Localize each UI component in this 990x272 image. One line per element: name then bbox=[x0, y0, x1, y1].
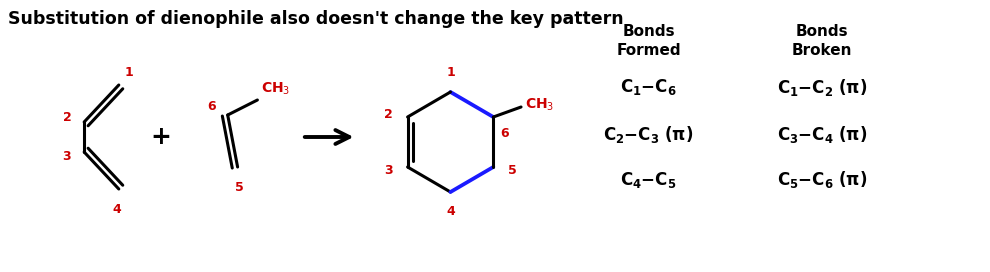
Text: 4: 4 bbox=[446, 205, 454, 218]
Text: 5: 5 bbox=[508, 163, 517, 177]
Text: 6: 6 bbox=[500, 127, 509, 140]
Text: $\mathbf{C_5}$$\mathbf{-}\mathbf{C_6}$$\mathbf{\ (\pi)}$: $\mathbf{C_5}$$\mathbf{-}\mathbf{C_6}$$\… bbox=[776, 169, 867, 190]
Text: Bonds
Formed: Bonds Formed bbox=[616, 24, 681, 58]
Text: $\mathbf{C_4}$$\mathbf{-}\mathbf{C_5}$: $\mathbf{C_4}$$\mathbf{-}\mathbf{C_5}$ bbox=[620, 170, 677, 190]
Text: 2: 2 bbox=[62, 110, 71, 123]
Text: $\mathbf{C_2}$$\mathbf{-}\mathbf{C_3}$$\mathbf{\ (\pi)}$: $\mathbf{C_2}$$\mathbf{-}\mathbf{C_3}$$\… bbox=[603, 123, 694, 144]
Text: 3: 3 bbox=[384, 163, 393, 177]
Text: 6: 6 bbox=[207, 100, 216, 113]
Text: +: + bbox=[149, 125, 171, 149]
Text: Bonds
Broken: Bonds Broken bbox=[791, 24, 852, 58]
Text: 2: 2 bbox=[384, 107, 393, 120]
Text: Substitution of dienophile also doesn't change the key pattern: Substitution of dienophile also doesn't … bbox=[8, 10, 624, 28]
Text: 5: 5 bbox=[236, 181, 244, 194]
Text: 1: 1 bbox=[125, 66, 134, 79]
Text: CH$_3$: CH$_3$ bbox=[261, 81, 291, 97]
Text: $\mathbf{C_1}$$\mathbf{-}\mathbf{C_6}$: $\mathbf{C_1}$$\mathbf{-}\mathbf{C_6}$ bbox=[620, 77, 677, 97]
Text: 1: 1 bbox=[446, 66, 454, 79]
Text: 4: 4 bbox=[113, 203, 121, 216]
Text: CH$_3$: CH$_3$ bbox=[525, 97, 554, 113]
Text: $\mathbf{C_1}$$\mathbf{-}\mathbf{C_2}$$\mathbf{\ (\pi)}$: $\mathbf{C_1}$$\mathbf{-}\mathbf{C_2}$$\… bbox=[776, 76, 867, 97]
Text: $\mathbf{C_3}$$\mathbf{-}\mathbf{C_4}$$\mathbf{\ (\pi)}$: $\mathbf{C_3}$$\mathbf{-}\mathbf{C_4}$$\… bbox=[776, 123, 867, 144]
Text: 3: 3 bbox=[62, 150, 71, 163]
